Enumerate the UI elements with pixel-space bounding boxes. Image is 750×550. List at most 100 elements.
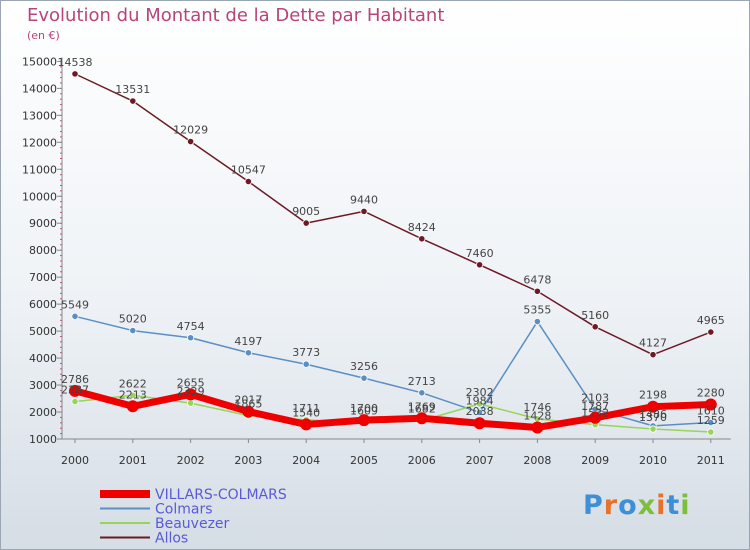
data-point-villars-colmars bbox=[358, 414, 370, 427]
y-tick-label: 1000 bbox=[29, 433, 57, 446]
data-point-colmars bbox=[129, 326, 137, 335]
data-point-villars-colmars bbox=[415, 412, 428, 425]
proxiti-logo: Proxiti bbox=[583, 490, 691, 521]
data-label-colmars: 5549 bbox=[61, 298, 89, 311]
legend-label-allos: Allos bbox=[155, 531, 188, 547]
x-tick-label: 2009 bbox=[581, 454, 609, 467]
y-tick-label: 7000 bbox=[29, 271, 57, 284]
series-line-colmars bbox=[74, 315, 712, 427]
data-label-villars-colmars: 1769 bbox=[408, 400, 436, 413]
data-label-beauvezer: 1711 bbox=[292, 402, 320, 415]
x-tick-label: 2004 bbox=[292, 454, 320, 467]
data-label-colmars: 2103 bbox=[581, 391, 609, 404]
data-point-villars-colmars bbox=[69, 384, 81, 397]
x-tick-label: 2001 bbox=[119, 454, 147, 467]
logo-letter: i bbox=[656, 490, 667, 521]
logo-letter: t bbox=[666, 490, 681, 521]
data-point-villars-colmars bbox=[704, 398, 717, 411]
data-label-beauvezer: 2329 bbox=[177, 385, 205, 398]
data-point-villars-colmars bbox=[531, 421, 544, 434]
data-point-allos bbox=[360, 207, 368, 215]
x-tick-label: 2000 bbox=[61, 454, 89, 467]
data-label-villars-colmars: 2038 bbox=[466, 405, 494, 418]
data-point-allos bbox=[649, 351, 657, 359]
y-tick-label: 12000 bbox=[22, 136, 57, 149]
data-label-allos: 12029 bbox=[173, 124, 208, 137]
data-label-villars-colmars: 1700 bbox=[350, 402, 378, 415]
data-label-beauvezer: 1532 bbox=[581, 407, 609, 420]
legend-label-villars-colmars: VILLARS-COLMARS bbox=[155, 487, 287, 503]
data-point-allos bbox=[187, 137, 195, 146]
data-label-allos: 5160 bbox=[581, 309, 609, 322]
y-tick-label: 15000 bbox=[22, 55, 57, 68]
data-label-colmars: 1486 bbox=[639, 408, 667, 421]
data-label-colmars: 4754 bbox=[177, 320, 205, 333]
data-label-colmars: 1610 bbox=[697, 405, 725, 418]
y-tick-label: 6000 bbox=[29, 298, 57, 311]
legend-label-colmars: Colmars bbox=[155, 502, 213, 518]
data-label-villars-colmars: 1428 bbox=[523, 409, 551, 422]
data-labels: 14538 13531 12029 10547 9005 9440 8424 7460 6478… bbox=[58, 56, 725, 427]
data-point-colmars bbox=[533, 317, 542, 326]
data-label-villars-colmars: 2280 bbox=[697, 386, 725, 399]
x-tick-label: 2003 bbox=[234, 454, 262, 467]
data-label-colmars: 3256 bbox=[350, 360, 378, 373]
data-label-beauvezer: 1865 bbox=[234, 398, 262, 411]
logo-letter: r bbox=[603, 490, 619, 521]
logo-letter: P bbox=[583, 490, 604, 521]
data-label-beauvezer: 1370 bbox=[639, 411, 667, 424]
data-label-allos: 9440 bbox=[350, 193, 378, 206]
data-point-colmars bbox=[418, 389, 426, 397]
data-label-allos: 8424 bbox=[408, 221, 436, 234]
data-point-allos bbox=[418, 235, 426, 243]
data-point-villars-colmars bbox=[242, 405, 255, 418]
data-point-allos bbox=[533, 287, 542, 295]
data-point-villars-colmars bbox=[647, 400, 659, 413]
y-tick-label: 4000 bbox=[29, 352, 57, 365]
data-label-allos: 4127 bbox=[639, 337, 667, 350]
y-tick-label: 5000 bbox=[29, 325, 57, 338]
legend-label-beauvezer: Beauvezer bbox=[155, 516, 230, 532]
axes: 1000 2000 3000 4000 5000 6000 7000 8000 9000 1000… bbox=[22, 55, 731, 467]
data-label-allos: 13531 bbox=[115, 83, 150, 96]
y-tick-label: 9000 bbox=[29, 217, 57, 230]
data-point-allos bbox=[591, 323, 599, 331]
data-point-beauvezer bbox=[129, 391, 137, 399]
data-label-allos: 9005 bbox=[292, 205, 320, 218]
y-tick-label: 14000 bbox=[22, 82, 57, 95]
data-label-colmars: 5355 bbox=[523, 304, 551, 317]
data-point-allos bbox=[129, 97, 137, 105]
data-point-colmars bbox=[707, 418, 715, 427]
data-label-allos: 14538 bbox=[58, 56, 93, 69]
data-point-beauvezer bbox=[187, 399, 195, 407]
y-tick-label: 10000 bbox=[22, 190, 57, 203]
x-tick-label: 2002 bbox=[177, 454, 205, 467]
data-label-villars-colmars: 2655 bbox=[177, 376, 205, 389]
data-point-colmars bbox=[360, 374, 368, 382]
x-tick-label: 2011 bbox=[697, 454, 725, 467]
x-tick-label: 2006 bbox=[408, 454, 436, 467]
data-point-colmars bbox=[244, 349, 252, 357]
data-label-colmars: 2713 bbox=[408, 375, 436, 388]
data-label-beauvezer: 2302 bbox=[466, 386, 494, 399]
series-line-allos bbox=[74, 73, 712, 356]
x-tick-label: 2007 bbox=[466, 454, 494, 467]
data-label-colmars: 3773 bbox=[292, 346, 320, 359]
data-point-allos bbox=[707, 328, 715, 336]
data-point-villars-colmars bbox=[300, 418, 313, 431]
logo-letter: i bbox=[680, 490, 691, 521]
y-tick-label: 8000 bbox=[29, 244, 57, 257]
data-point-colmars bbox=[71, 312, 79, 320]
data-label-colmars: 4197 bbox=[234, 335, 262, 348]
y-tick-label: 13000 bbox=[22, 109, 57, 122]
data-point-allos bbox=[244, 177, 252, 186]
data-label-beauvezer: 1259 bbox=[697, 414, 725, 427]
logo-letter: x bbox=[637, 490, 657, 521]
data-point-allos bbox=[302, 219, 310, 227]
data-label-beauvezer: 1682 bbox=[408, 403, 436, 416]
data-label-villars-colmars: 2198 bbox=[639, 389, 667, 402]
data-label-allos: 7460 bbox=[466, 247, 494, 260]
data-point-beauvezer bbox=[71, 397, 79, 406]
